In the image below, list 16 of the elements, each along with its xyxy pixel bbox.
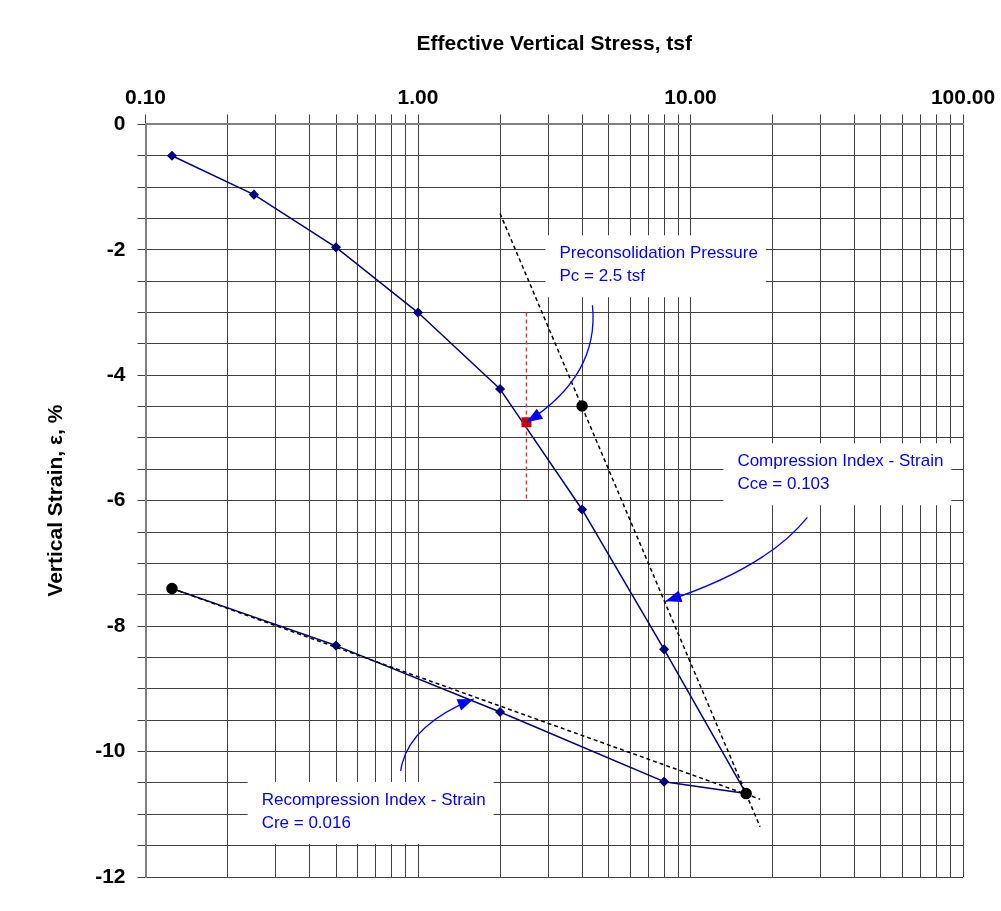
y-axis-title: Vertical Strain, ε, % — [43, 404, 67, 597]
x-tick-label: 100.00 — [930, 84, 996, 108]
y-tick-label: -8 — [106, 612, 126, 636]
y-tick-label: -10 — [95, 738, 126, 762]
y-tick-label: -12 — [95, 863, 126, 887]
y-tick-label: 0 — [113, 111, 126, 135]
annotation: Compression Index - Strain Cce = 0.103 — [737, 451, 944, 494]
x-tick-label: 1.00 — [397, 84, 439, 108]
annotation: Recompression Index - Strain Cre = 0.016 — [261, 790, 486, 833]
x-axis-title: Effective Vertical Stress, tsf — [416, 31, 694, 55]
annotation: Preconsolidation Pressure Pc = 2.5 tsf — [559, 243, 758, 286]
x-tick-label: 0.10 — [125, 84, 166, 108]
y-tick-label: -6 — [106, 487, 126, 511]
y-tick-label: -2 — [106, 236, 126, 260]
y-tick-label: -4 — [106, 362, 126, 386]
x-tick-label: 10.00 — [664, 84, 717, 108]
